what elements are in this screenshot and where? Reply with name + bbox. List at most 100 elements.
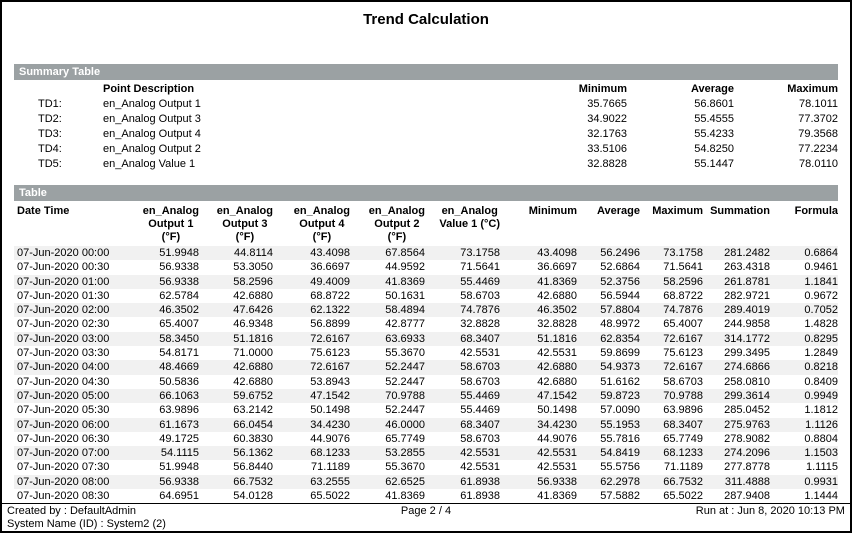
cell: 66.1063 (159, 389, 199, 402)
cell: 52.2447 (385, 361, 425, 374)
cell: 35.7665 (587, 98, 627, 110)
cell: 42.5531 (460, 461, 500, 474)
cell: 71.1189 (664, 461, 703, 474)
run-at-text: Run at : Jun 8, 2020 10:13 PM (695, 505, 845, 517)
cell: 55.3670 (385, 461, 425, 474)
trend-table-body: 07-Jun-2020 00:00 51.9948 44.8114 43.4098 67… (14, 246, 838, 503)
col-header-label: en_Analog Value 1 (°C) (439, 205, 500, 230)
cell: 78.0110 (799, 158, 838, 170)
cell: 63.9896 (159, 404, 199, 417)
cell: 58.6703 (460, 361, 500, 374)
cell: 07-Jun-2020 04:30 (17, 375, 110, 388)
cell: 59.6752 (233, 389, 273, 402)
col-header-label: en_Analog Output 3 (°F) (216, 205, 273, 243)
table-row: 07-Jun-2020 00:00 51.9948 44.8114 43.4098 67… (14, 246, 838, 261)
cell: 263.4318 (724, 261, 770, 274)
cell: 55.1447 (694, 158, 734, 170)
table-row: 07-Jun-2020 08:00 56.9338 66.7532 63.2555 62… (14, 474, 838, 490)
cell: 51.9948 (159, 461, 199, 474)
col-header-label: Minimum (528, 205, 577, 217)
cell: 62.1322 (310, 304, 350, 317)
cell: 1.4828 (804, 318, 838, 331)
cell: 47.1542 (537, 389, 577, 402)
cell: 72.6167 (663, 361, 703, 374)
cell: 70.9788 (663, 389, 703, 402)
table-row: 07-Jun-2020 03:30 54.8171 71.0000 75.6123 55… (14, 346, 838, 360)
cell: 48.9972 (600, 318, 640, 331)
cell: TD3: (38, 128, 62, 140)
cell: 73.1758 (460, 247, 500, 259)
col-header-formula: Formula (770, 203, 838, 246)
table-row: 07-Jun-2020 01:00 56.9338 58.2596 49.4009 41… (14, 274, 838, 289)
cell: 314.1772 (724, 332, 770, 345)
system-name-text: System Name (ID) : System2 (2) (7, 517, 166, 530)
summary-header-average: Average (690, 83, 734, 95)
table-row: 07-Jun-2020 05:30 63.9896 63.2142 50.1498 52… (14, 403, 838, 417)
cell: 54.9373 (600, 361, 640, 374)
cell: 54.8419 (600, 447, 640, 460)
cell: 50.5836 (159, 375, 199, 388)
table-header-row: Date Time en_Analog Output 1 (°F) en_Analo… (14, 203, 838, 246)
cell: 07-Jun-2020 06:30 (17, 432, 110, 445)
cell: 42.6880 (233, 289, 273, 302)
cell: 56.8601 (694, 98, 734, 110)
cell: 07-Jun-2020 02:30 (17, 318, 110, 331)
cell: 46.9348 (233, 318, 273, 331)
cell: 65.5022 (663, 490, 703, 503)
cell: 51.6162 (600, 375, 640, 388)
cell: 07-Jun-2020 03:30 (17, 347, 110, 360)
cell: 63.9896 (663, 404, 703, 417)
cell: 0.9461 (804, 261, 838, 274)
cell: 44.9592 (385, 261, 425, 274)
cell: 34.4230 (537, 418, 577, 431)
col-header-label: Maximum (652, 205, 703, 217)
cell: 78.1011 (799, 98, 838, 110)
cell: 79.3568 (798, 128, 838, 140)
table-section-label: Table (19, 187, 47, 199)
cell: 56.8440 (233, 461, 273, 474)
cell: 42.5531 (537, 447, 577, 460)
cell: 274.6866 (724, 361, 770, 374)
cell: 299.3495 (724, 347, 770, 360)
cell: 64.6951 (159, 490, 199, 503)
table-row: 07-Jun-2020 00:30 56.9338 53.3050 36.6697 44… (14, 260, 838, 274)
cell: 62.2978 (600, 475, 640, 488)
col-header-analog-value-1: en_Analog Value 1 (°C) (425, 203, 500, 246)
col-header-date-time: Date Time (14, 203, 110, 246)
summary-row: TD2: en_Analog Output 3 34.9022 55.4555 77.3… (14, 112, 838, 127)
cell: 287.9408 (724, 490, 770, 503)
cell: 282.9721 (724, 289, 770, 302)
cell: 73.1758 (663, 247, 703, 259)
report-footer: Created by : DefaultAdmin System Name (I… (2, 503, 850, 531)
cell: 71.0000 (233, 347, 273, 360)
cell: en_Analog Value 1 (103, 158, 196, 170)
cell: 57.5882 (600, 490, 640, 503)
cell: 42.6880 (233, 375, 273, 388)
cell: 274.2096 (724, 447, 770, 460)
cell: 62.8354 (600, 332, 640, 345)
cell: 44.9076 (310, 432, 350, 445)
cell: 66.7532 (233, 475, 273, 488)
cell: 74.7876 (460, 304, 500, 317)
cell: 67.8564 (385, 247, 425, 259)
cell: 72.6167 (663, 332, 703, 345)
cell: 65.4007 (159, 318, 199, 331)
cell: 56.9338 (537, 475, 577, 488)
summary-row: TD1: en_Analog Output 1 35.7665 56.8601 78.1… (14, 97, 838, 112)
cell: 68.8722 (663, 289, 703, 302)
table-row: 07-Jun-2020 04:30 50.5836 42.6880 53.8943 52… (14, 375, 838, 389)
cell: 1.1812 (804, 404, 838, 417)
cell: 77.2234 (798, 143, 838, 155)
table-row: 07-Jun-2020 06:30 49.1725 60.3830 44.9076 65… (14, 432, 838, 446)
cell: 55.7816 (600, 432, 640, 445)
cell: 07-Jun-2020 05:30 (17, 404, 110, 417)
cell: 55.4555 (694, 113, 734, 125)
cell: 277.8778 (724, 461, 770, 474)
cell: 43.4098 (310, 247, 350, 259)
cell: 07-Jun-2020 01:00 (17, 275, 110, 288)
footer-left: Created by : DefaultAdmin System Name (I… (7, 505, 286, 530)
cell: 44.9076 (537, 432, 577, 445)
col-header-analog-output-3: en_Analog Output 3 (°F) (199, 203, 273, 246)
cell: 57.8804 (600, 304, 640, 317)
cell: 63.6933 (385, 332, 425, 345)
